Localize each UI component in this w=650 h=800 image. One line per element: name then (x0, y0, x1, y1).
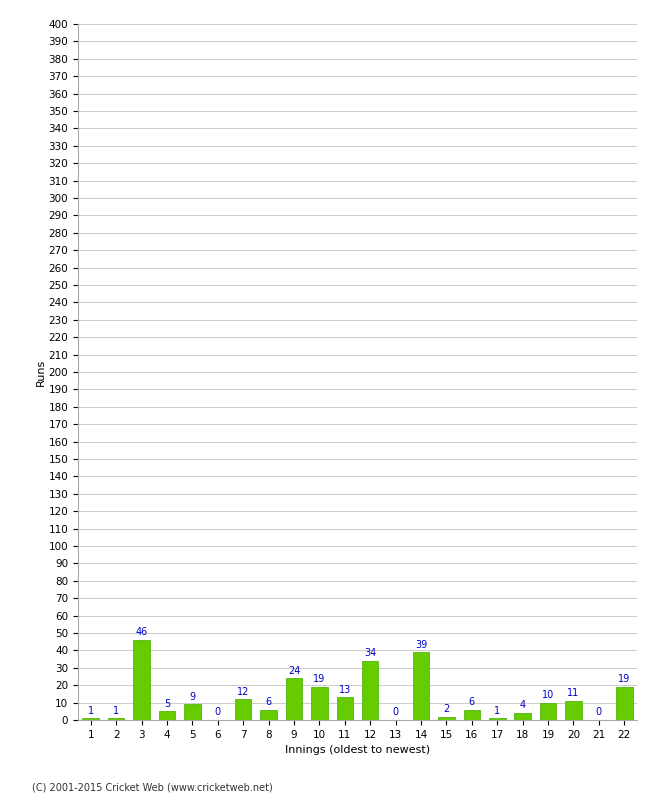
Text: 0: 0 (393, 707, 398, 718)
Text: 24: 24 (288, 666, 300, 676)
Text: 12: 12 (237, 686, 250, 697)
Bar (463, 710, 480, 720)
Bar (184, 704, 201, 720)
Bar (83, 718, 99, 720)
Bar (438, 717, 455, 720)
Text: 1: 1 (494, 706, 500, 716)
Bar (413, 652, 429, 720)
Bar (286, 678, 302, 720)
Text: 10: 10 (542, 690, 554, 700)
Bar (311, 687, 328, 720)
Bar (159, 711, 176, 720)
Text: 2: 2 (443, 704, 450, 714)
Bar (616, 687, 632, 720)
Bar (133, 640, 150, 720)
Text: 6: 6 (265, 697, 272, 707)
Bar (260, 710, 277, 720)
Text: 39: 39 (415, 639, 427, 650)
Text: (C) 2001-2015 Cricket Web (www.cricketweb.net): (C) 2001-2015 Cricket Web (www.cricketwe… (32, 782, 273, 792)
Text: 46: 46 (135, 627, 148, 638)
Text: 9: 9 (189, 692, 196, 702)
Text: 0: 0 (214, 707, 221, 718)
Text: 6: 6 (469, 697, 475, 707)
Y-axis label: Runs: Runs (36, 358, 46, 386)
Text: 4: 4 (519, 701, 526, 710)
X-axis label: Innings (oldest to newest): Innings (oldest to newest) (285, 746, 430, 755)
Bar (108, 718, 124, 720)
Bar (514, 713, 531, 720)
Text: 11: 11 (567, 688, 580, 698)
Text: 19: 19 (618, 674, 630, 684)
Text: 1: 1 (88, 706, 94, 716)
Bar (235, 699, 252, 720)
Text: 5: 5 (164, 698, 170, 709)
Text: 1: 1 (113, 706, 119, 716)
Bar (540, 702, 556, 720)
Bar (489, 718, 506, 720)
Bar (337, 698, 353, 720)
Text: 13: 13 (339, 685, 351, 694)
Text: 0: 0 (596, 707, 602, 718)
Bar (566, 701, 582, 720)
Text: 34: 34 (364, 648, 376, 658)
Text: 19: 19 (313, 674, 326, 684)
Bar (362, 661, 378, 720)
